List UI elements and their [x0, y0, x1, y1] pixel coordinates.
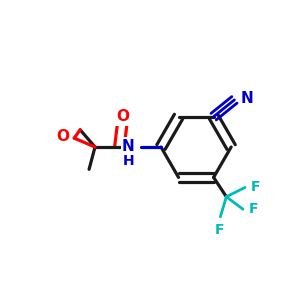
Text: F: F	[215, 223, 224, 237]
Text: N: N	[122, 139, 135, 154]
Text: O: O	[116, 109, 130, 124]
Text: N: N	[240, 91, 253, 106]
Text: O: O	[56, 129, 69, 144]
Text: F: F	[250, 180, 260, 194]
Text: F: F	[248, 202, 258, 216]
Text: H: H	[123, 154, 135, 169]
